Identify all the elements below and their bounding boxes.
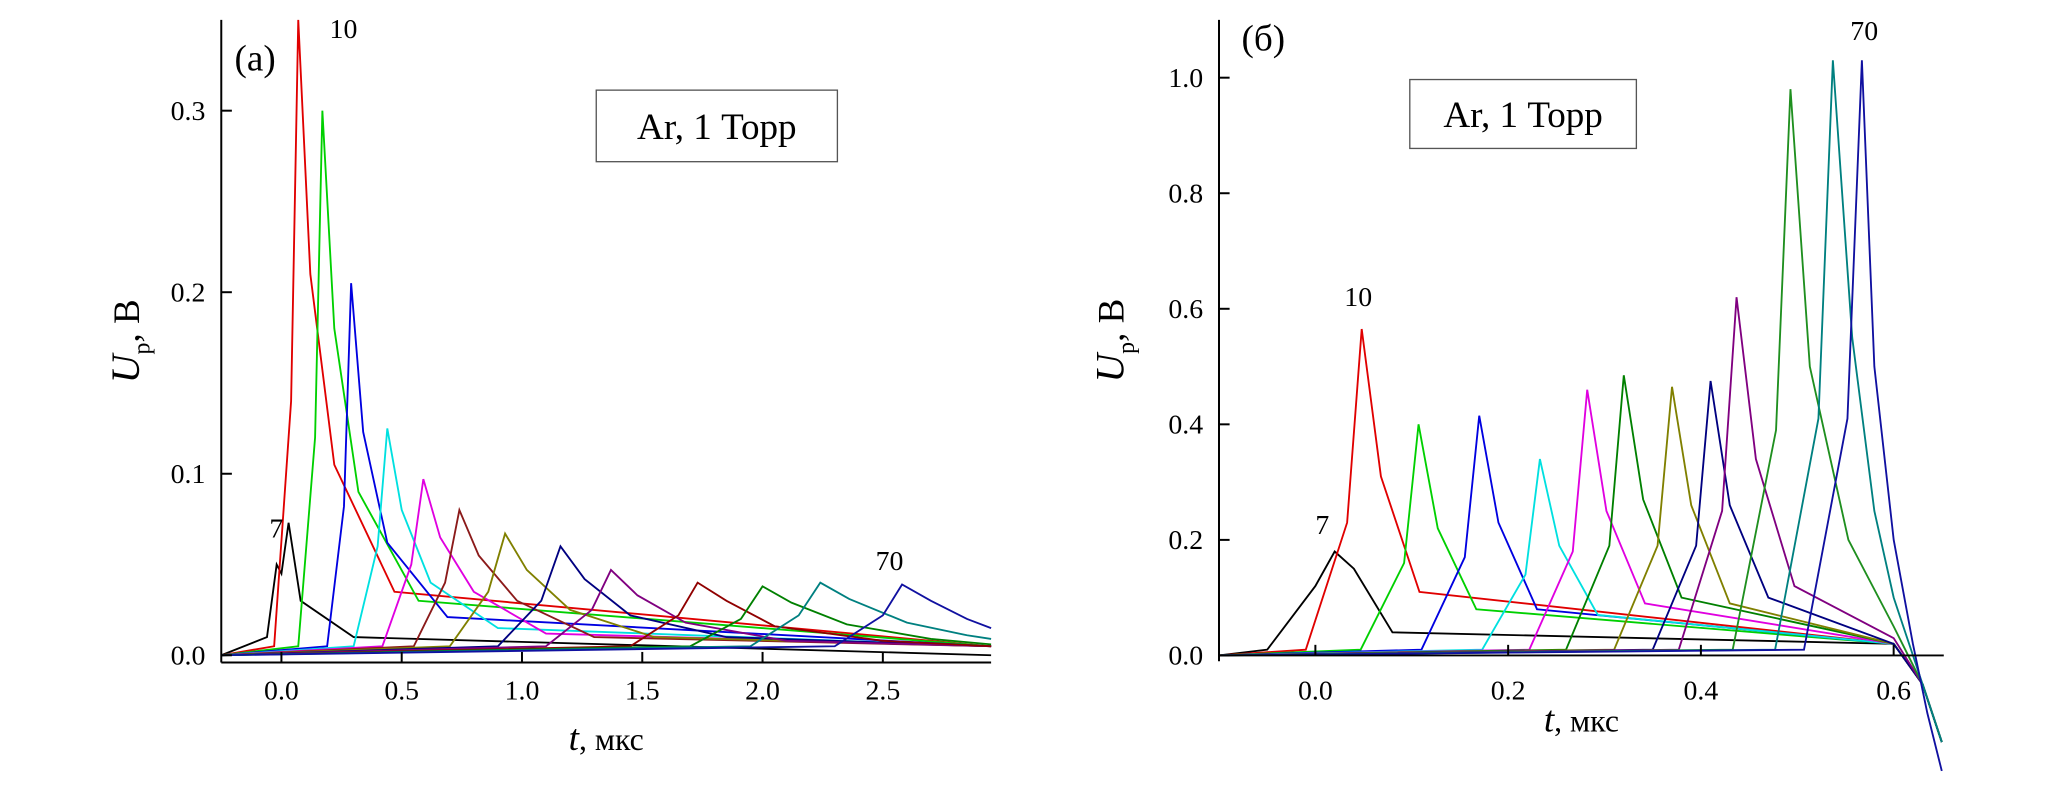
data-line <box>221 428 992 657</box>
y-tick-label: 0.8 <box>1168 179 1203 210</box>
x-tick-label: 0.0 <box>264 676 299 707</box>
data-line <box>221 531 992 657</box>
label-box <box>1409 78 1638 150</box>
y-tick-label: 0.4 <box>1168 410 1203 441</box>
x-label-unit: , мкс <box>579 722 644 757</box>
y-label-symbol: U <box>1089 352 1133 383</box>
y-label-unit: , В <box>107 299 148 342</box>
x-axis-label: t, мкс <box>569 718 644 759</box>
data-line <box>1218 89 1943 743</box>
x-label-symbol: t <box>1544 699 1556 740</box>
y-label-subscript: p <box>1114 342 1140 354</box>
y-tick-label: 0.3 <box>171 96 206 127</box>
x-tick-label: 0.6 <box>1876 676 1911 707</box>
data-line <box>221 544 992 657</box>
label-box <box>595 89 839 163</box>
curve-annotation: 7 <box>269 513 283 544</box>
x-tick-label: 0.4 <box>1684 676 1719 707</box>
data-line <box>220 522 992 657</box>
curve-annotation: 10 <box>330 14 358 45</box>
data-line <box>221 585 992 657</box>
data-line <box>221 19 992 657</box>
y-tick-label: 0.2 <box>171 277 206 308</box>
x-axis-label: t, мкс <box>1544 699 1619 740</box>
data-line <box>221 568 992 657</box>
box-text: Ar, 1 Торр <box>637 107 797 148</box>
x-label-symbol: t <box>569 718 581 759</box>
data-line <box>221 506 992 657</box>
panel: 0.0 0.5 1.0 1.5 2.0 2.5 0.0 0.1 0.2 0.3 (a) Ar, 1 Т… <box>104 14 992 759</box>
y-axis-label: Up, В <box>104 299 156 383</box>
x-tick-label: 2.5 <box>865 676 900 707</box>
curve-annotation: 10 <box>1344 282 1372 313</box>
box-text: Ar, 1 Торр <box>1443 95 1603 136</box>
y-label-unit: , В <box>1092 299 1133 342</box>
y-tick-label: 0.2 <box>1168 525 1203 556</box>
x-tick-label: 1.5 <box>625 676 660 707</box>
y-tick-label: 1.0 <box>1168 63 1203 94</box>
data-line <box>221 110 992 657</box>
y-label-symbol: U <box>104 352 148 383</box>
panel-label: (a) <box>235 38 276 79</box>
data-line <box>221 478 992 657</box>
curve-annotation: 70 <box>876 546 904 577</box>
data-line <box>221 583 992 657</box>
y-tick-label: 0.1 <box>171 459 206 490</box>
panel-label: (б) <box>1242 18 1286 59</box>
curve-annotation: 70 <box>1850 16 1878 47</box>
x-label-unit: , мкс <box>1554 703 1619 738</box>
x-tick-label: 0.5 <box>384 676 419 707</box>
data-line <box>221 283 992 657</box>
y-axis-label: Up, В <box>1089 299 1141 383</box>
y-label-subscript: p <box>130 343 156 355</box>
data-line <box>1218 380 1943 743</box>
data-line <box>221 581 992 657</box>
panel: 0.0 0.2 0.4 0.6 0.0 0.2 0.4 0.6 0.8 1.0 (б) Ar, 1 Т… <box>1089 16 1944 772</box>
x-tick-label: 0.2 <box>1491 676 1526 707</box>
y-tick-label: 0.6 <box>1168 294 1203 325</box>
x-tick-label: 2.0 <box>745 676 780 707</box>
x-tick-label: 1.0 <box>505 676 540 707</box>
data-line <box>221 581 992 657</box>
y-tick-label: 0.0 <box>171 641 206 672</box>
y-tick-label: 0.0 <box>1168 641 1203 672</box>
curve-annotation: 7 <box>1315 510 1329 541</box>
data-line <box>1218 297 1943 743</box>
data-line <box>1218 60 1943 772</box>
x-tick-label: 0.0 <box>1298 676 1333 707</box>
